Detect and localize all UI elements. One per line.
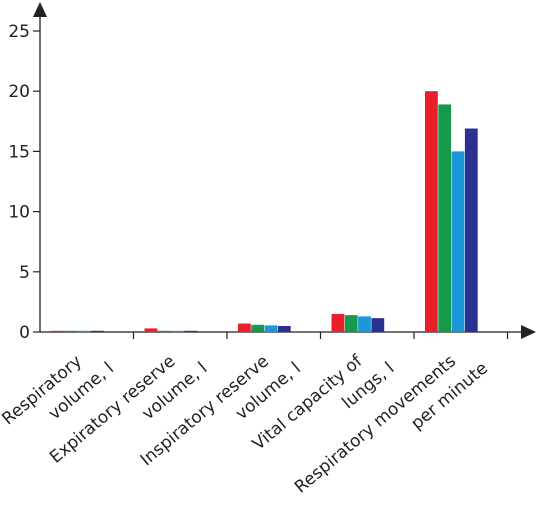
- bar: [184, 330, 198, 332]
- y-tick-label: 25: [8, 22, 30, 42]
- y-tick-label: 10: [8, 203, 30, 223]
- bar: [144, 328, 158, 332]
- bar: [171, 330, 184, 332]
- y-axis-arrow: [33, 2, 47, 17]
- x-axis-arrow: [521, 325, 536, 339]
- bar: [277, 325, 291, 332]
- y-tick-label: 15: [8, 142, 30, 162]
- bars: [51, 91, 478, 332]
- x-ticks: [132, 332, 509, 339]
- bar: [331, 313, 345, 332]
- bar: [264, 325, 278, 332]
- bar: [77, 330, 91, 332]
- y-tick-label: 5: [19, 263, 30, 283]
- bar: [344, 315, 358, 332]
- bar: [238, 323, 251, 332]
- y-ticks: 0 5 10 15 20 25: [8, 22, 40, 343]
- y-tick-label: 0: [19, 323, 30, 343]
- bar: [64, 330, 78, 332]
- bar: [51, 330, 64, 332]
- bar: [425, 91, 438, 332]
- bar: [90, 330, 104, 332]
- bar: [358, 316, 371, 332]
- y-tick-label: 20: [8, 82, 30, 102]
- bar: [451, 151, 465, 332]
- bar: [464, 128, 478, 332]
- bar: [438, 104, 452, 332]
- bar: [157, 330, 171, 332]
- bar: [371, 318, 385, 332]
- bar: [251, 324, 265, 332]
